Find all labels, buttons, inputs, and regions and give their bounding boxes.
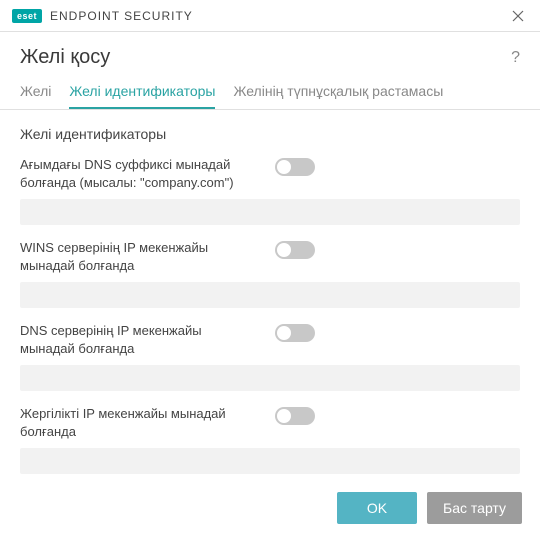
close-icon	[512, 10, 524, 22]
header: Желі қосу ?	[0, 32, 540, 77]
toggle-knob-icon	[277, 243, 291, 257]
field-label: Ағымдағы DNS суффиксі мынадай болғанда (…	[20, 156, 255, 191]
toggle-knob-icon	[277, 409, 291, 423]
tabs: Желі Желі идентификаторы Желінің түпнұсқ…	[0, 77, 540, 110]
input-wins-ip[interactable]	[20, 282, 520, 308]
brand-badge: eset	[12, 9, 42, 23]
toggle-knob-icon	[277, 160, 291, 174]
field-dns-ip: DNS серверінің IP мекенжайы мынадай болғ…	[20, 322, 520, 391]
tab-network-auth[interactable]: Желінің түпнұсқалық растамасы	[233, 77, 443, 109]
input-dns-suffix[interactable]	[20, 199, 520, 225]
help-icon[interactable]: ?	[511, 49, 520, 67]
close-button[interactable]	[508, 6, 528, 26]
field-label: DNS серверінің IP мекенжайы мынадай болғ…	[20, 322, 255, 357]
content-scroll[interactable]: Желі идентификаторы Ағымдағы DNS суффикс…	[0, 110, 540, 478]
tab-network-id[interactable]: Желі идентификаторы	[69, 77, 215, 109]
toggle-wins-ip[interactable]	[275, 241, 315, 259]
toggle-dns-ip[interactable]	[275, 324, 315, 342]
titlebar: eset ENDPOINT SECURITY	[0, 0, 540, 32]
tab-network[interactable]: Желі	[20, 77, 51, 109]
field-wins-ip: WINS серверінің IP мекенжайы мынадай бол…	[20, 239, 520, 308]
field-label: Жергілікті IP мекенжайы мынадай болғанда	[20, 405, 255, 440]
brand-text: ENDPOINT SECURITY	[50, 9, 193, 23]
footer: OK Бас тарту	[0, 478, 540, 540]
ok-button[interactable]: OK	[337, 492, 417, 524]
field-dns-suffix: Ағымдағы DNS суффиксі мынадай болғанда (…	[20, 156, 520, 225]
field-local-ip: Жергілікті IP мекенжайы мынадай болғанда	[20, 405, 520, 474]
section-title: Желі идентификаторы	[20, 126, 520, 142]
toggle-knob-icon	[277, 326, 291, 340]
window: eset ENDPOINT SECURITY Желі қосу ? Желі …	[0, 0, 540, 540]
toggle-dns-suffix[interactable]	[275, 158, 315, 176]
cancel-button[interactable]: Бас тарту	[427, 492, 522, 524]
field-label: WINS серверінің IP мекенжайы мынадай бол…	[20, 239, 255, 274]
input-dns-ip[interactable]	[20, 365, 520, 391]
toggle-local-ip[interactable]	[275, 407, 315, 425]
input-local-ip[interactable]	[20, 448, 520, 474]
page-title: Желі қосу	[20, 46, 110, 69]
